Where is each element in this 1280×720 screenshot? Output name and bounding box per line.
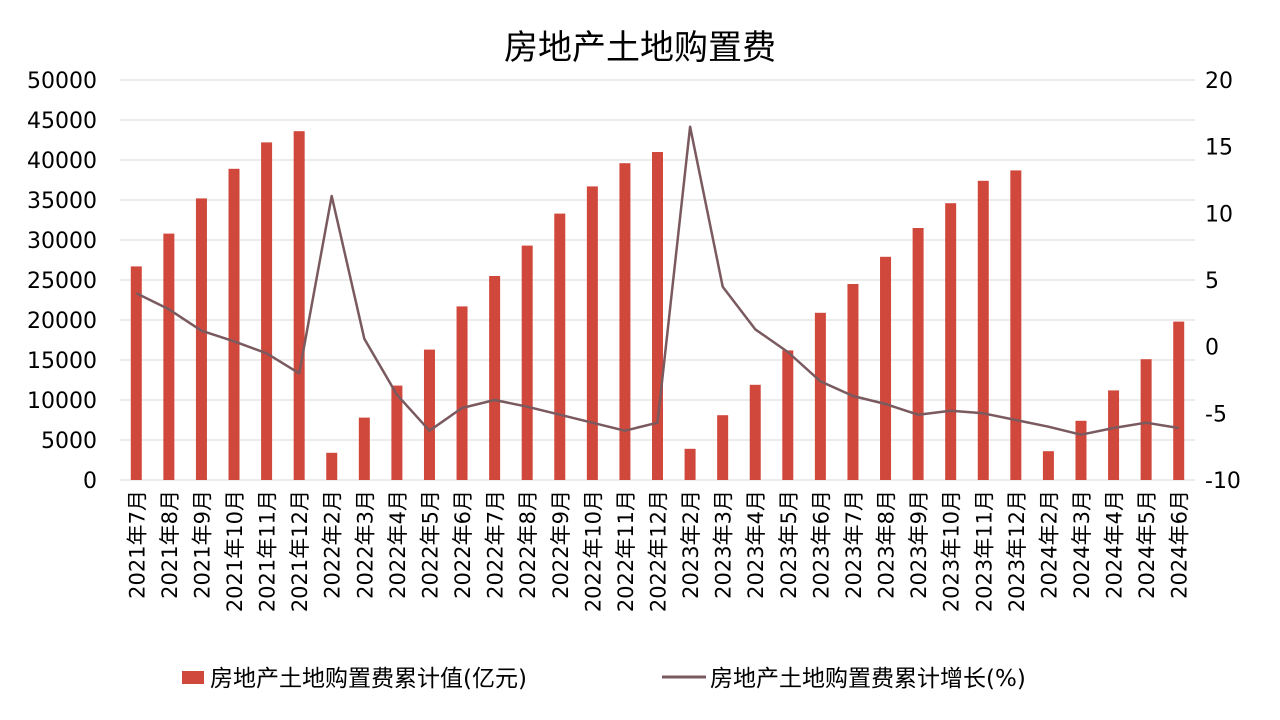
x-tick-label: 2023年7月 [842,490,866,599]
x-tick-label: 2022年6月 [451,490,475,599]
x-tick-label: 2022年12月 [647,490,671,612]
y-right-tick-label: -10 [1205,469,1241,494]
x-tick-label: 2023年6月 [809,490,833,599]
bar [749,384,761,480]
bar [456,306,468,480]
x-tick-label: 2024年5月 [1135,490,1159,599]
bar [228,168,240,481]
bar [1173,321,1185,480]
x-tick-label: 2021年11月 [256,490,280,612]
bar [1140,359,1152,480]
y-right-tick-label: -5 [1205,402,1227,427]
y-left-tick-label: 20000 [27,309,97,334]
y-left-tick-label: 50000 [27,69,97,94]
x-tick-label: 2021年7月 [125,490,149,599]
chart-title: 房地产土地购置费 [504,28,776,68]
bar [717,415,729,480]
legend-bar-label: 房地产土地购置费累计值(亿元) [210,666,527,692]
x-tick-label: 2022年8月 [516,490,540,599]
bar [358,417,370,480]
bar [423,349,435,480]
y-right-tick-label: 15 [1205,136,1233,161]
y-left-tick-label: 25000 [27,269,97,294]
bar [912,228,924,480]
bar [130,266,142,480]
y-right-tick-label: 5 [1205,269,1219,294]
y-axis-left: 0 5000 10000 15000 20000 25000 30000 35000 40000… [27,69,97,494]
y-left-tick-label: 45000 [27,109,97,134]
bar [586,186,598,480]
bar [684,448,696,480]
x-tick-label: 2021年12月 [288,490,312,612]
x-tick-label: 2023年8月 [875,490,899,599]
bar [945,203,957,480]
x-tick-label: 2022年3月 [353,490,377,599]
bar [163,233,175,480]
bar [261,142,273,480]
y-left-tick-label: 10000 [27,389,97,414]
bar-series [130,131,1185,481]
bar [391,385,403,480]
bar [489,276,501,480]
bar [1075,420,1087,480]
y-left-tick-label: 35000 [27,189,97,214]
x-tick-label: 2021年10月 [223,490,247,612]
y-left-tick-label: 30000 [27,229,97,254]
x-tick-label: 2022年5月 [418,490,442,599]
x-tick-label: 2022年10月 [581,490,605,612]
y-right-tick-label: 20 [1205,69,1233,94]
x-tick-label: 2022年2月 [321,490,345,599]
x-tick-label: 2023年11月 [972,490,996,612]
x-tick-label: 2023年9月 [907,490,931,599]
y-right-tick-label: 10 [1205,202,1233,227]
x-tick-label: 2022年11月 [614,490,638,612]
x-tick-label: 2024年6月 [1168,490,1192,599]
bar [1042,451,1054,480]
legend-bar-swatch [182,671,204,684]
y-axis-right: -10 -5 0 5 10 15 20 [1205,69,1241,494]
bar [977,180,989,481]
x-tick-label: 2023年4月 [744,490,768,599]
x-tick-label: 2023年12月 [1005,490,1029,612]
x-tick-label: 2024年3月 [1070,490,1094,599]
bar [652,152,663,480]
x-tick-label: 2023年2月 [679,490,703,599]
line-series [135,125,1179,436]
bar [1010,170,1022,480]
y-left-tick-label: 15000 [27,349,97,374]
x-axis: 2021年7月 2021年8月 2021年9月 2021年10月 2021年11月 202… [125,490,1191,612]
x-tick-label: 2024年2月 [1037,490,1061,599]
bar [619,163,631,480]
bar [521,245,533,480]
x-tick-label: 2023年5月 [777,490,801,599]
x-tick-label: 2023年10月 [940,490,964,612]
legend-line-label: 房地产土地购置费累计增长(%) [710,666,1026,692]
x-tick-label: 2022年7月 [484,490,508,599]
y-left-tick-label: 5000 [41,429,97,454]
bar [326,452,338,480]
bar [814,312,826,480]
y-left-tick-label: 0 [83,469,97,494]
x-tick-label: 2024年4月 [1103,490,1127,599]
bar [554,213,566,480]
bar [880,256,892,480]
bar [782,350,794,480]
x-tick-label: 2022年4月 [386,490,410,599]
bar [293,131,305,480]
x-tick-label: 2021年9月 [190,490,214,599]
x-tick-label: 2022年9月 [549,490,573,599]
legend: 房地产土地购置费累计值(亿元) 房地产土地购置费累计增长(%) [182,666,1026,692]
x-tick-label: 2023年3月 [712,490,736,599]
bar [847,284,859,480]
bar [195,198,207,480]
y-left-tick-label: 40000 [27,149,97,174]
x-tick-label: 2021年8月 [158,490,182,599]
y-right-tick-label: 0 [1205,336,1219,361]
growth-line [135,125,1179,436]
bar [1108,390,1120,480]
